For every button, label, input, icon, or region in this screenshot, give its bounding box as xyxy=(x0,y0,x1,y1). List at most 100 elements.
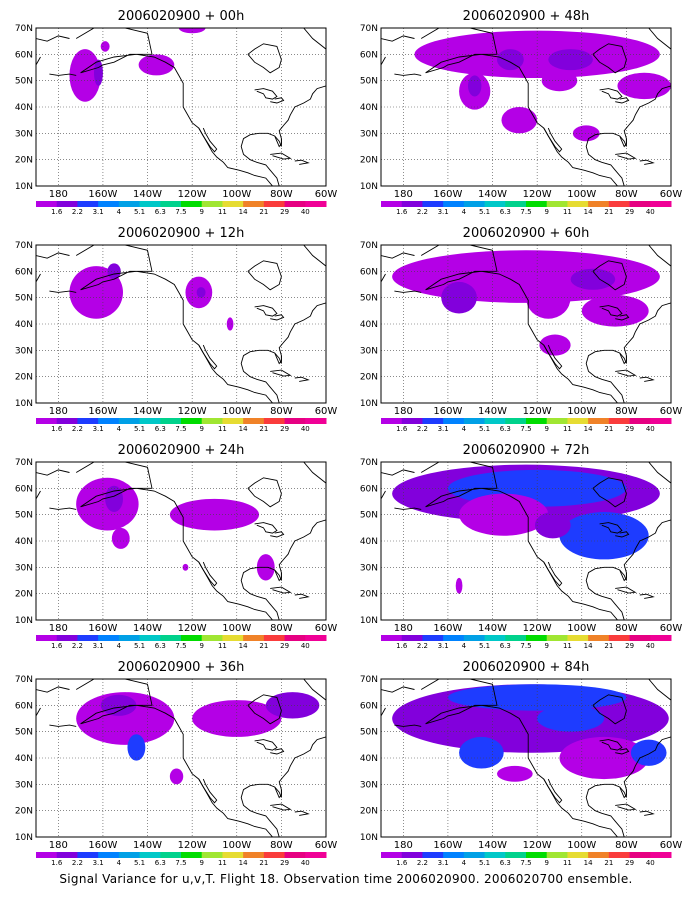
variance-region xyxy=(69,266,123,319)
colorbar-label: 3.1 xyxy=(93,425,104,433)
lon-tick-label: 120W xyxy=(523,623,552,634)
variance-region xyxy=(111,527,130,549)
lon-tick-label: 120W xyxy=(178,623,207,634)
lat-tick-label: 60N xyxy=(15,484,33,494)
lon-tick-label: 80W xyxy=(615,840,638,851)
colorbar-swatch xyxy=(505,852,527,858)
variance-region xyxy=(534,512,571,539)
coastline xyxy=(36,679,326,837)
coastline-segment xyxy=(615,586,637,594)
colorbar-label: 14 xyxy=(239,642,248,650)
lat-tick-label: 10N xyxy=(15,399,33,409)
colorbar-swatch xyxy=(567,201,589,207)
colorbar-swatch xyxy=(505,201,527,207)
colorbar-swatch xyxy=(118,852,141,858)
colorbar-swatch xyxy=(608,635,631,641)
colorbar-swatch xyxy=(526,852,548,858)
lat-tick-label: 50N xyxy=(15,77,33,87)
map-frame xyxy=(35,244,327,404)
lon-tick-label: 160W xyxy=(88,189,117,200)
colorbar-label: 3.1 xyxy=(438,425,449,433)
colorbar-label: 11 xyxy=(218,642,227,650)
colorbar-swatch xyxy=(422,852,444,858)
graticule xyxy=(381,28,671,186)
lat-tick-label: 10N xyxy=(360,833,378,843)
coastline xyxy=(36,28,326,186)
lat-tick-label: 70N xyxy=(360,24,378,34)
variance-region xyxy=(455,577,463,594)
colorbar-swatch xyxy=(546,635,568,641)
variance-region xyxy=(497,49,524,71)
colorbar-label: 40 xyxy=(646,859,655,867)
colorbar-swatch xyxy=(118,635,141,641)
colorbar-swatch xyxy=(401,418,423,424)
panel-title: 2006020900 + 72h xyxy=(463,443,590,458)
coastline-segment xyxy=(648,679,671,701)
variance-region xyxy=(178,28,206,34)
colorbar-swatch xyxy=(284,635,306,641)
colorbar-swatch xyxy=(139,418,161,424)
colorbar-swatch xyxy=(305,852,327,858)
colorbar-label: 2.2 xyxy=(72,859,83,867)
variance-field xyxy=(76,692,320,785)
colorbar-label: 14 xyxy=(239,208,248,216)
colorbar-swatch xyxy=(181,635,203,641)
colorbar-swatch xyxy=(443,418,465,424)
lat-tick-label: 10N xyxy=(15,182,33,192)
colorbar-swatch xyxy=(422,418,444,424)
colorbar-label: 11 xyxy=(563,859,572,867)
coastline-segment xyxy=(36,56,41,66)
colorbar-swatch xyxy=(588,201,610,207)
coastline-segment xyxy=(254,88,278,100)
colorbar-swatch xyxy=(263,418,286,424)
colorbar-label: 6.3 xyxy=(155,208,166,216)
lon-tick-label: 60W xyxy=(660,840,683,851)
map-frame xyxy=(380,27,672,187)
lat-tick-label: 30N xyxy=(360,346,378,356)
colorbar-swatch xyxy=(36,201,58,207)
coastline xyxy=(36,462,326,620)
panel-p12: 2006020900 + 12h 70N 60N 50N 40N 30N 20N 10N 180… xyxy=(0,217,338,433)
variance-region xyxy=(497,765,533,782)
colorbar-swatch xyxy=(484,201,506,207)
lon-tick-label: 160W xyxy=(433,189,462,200)
colorbar-swatch xyxy=(243,635,265,641)
coastline-segment xyxy=(381,490,386,500)
colorbar-swatch xyxy=(36,852,58,858)
coastline-segment xyxy=(639,159,655,165)
map-plot: 2006020900 + 60h 70N 60N 50N 40N 30N 20N 10N 180… xyxy=(360,226,683,433)
lat-tick-label: 10N xyxy=(360,399,378,409)
coastline-segment xyxy=(303,245,326,267)
variance-region xyxy=(468,75,482,97)
lon-tick-label: 80W xyxy=(615,623,638,634)
coastline-segment xyxy=(420,28,619,186)
coastline-segment xyxy=(294,810,310,816)
colorbar-label: 4 xyxy=(462,208,467,216)
variance-region xyxy=(501,107,538,134)
lat-tick-label: 70N xyxy=(360,241,378,251)
coastline-segment xyxy=(381,686,415,693)
lon-tick-label: 160W xyxy=(88,623,117,634)
variance-region xyxy=(548,49,593,71)
variance-region xyxy=(138,54,175,76)
coastline-segment xyxy=(615,748,630,755)
map-plot: 2006020900 + 36h 70N 60N 50N 40N 30N 20N 10N 180… xyxy=(15,660,338,867)
variance-region xyxy=(459,493,549,536)
colorbar-swatch xyxy=(139,635,161,641)
coastline-segment xyxy=(420,679,619,837)
colorbar-swatch xyxy=(139,201,161,207)
lon-tick-label: 80W xyxy=(270,840,293,851)
colorbar-label: 5.1 xyxy=(134,425,145,433)
coastline-segment xyxy=(648,462,671,484)
colorbar-swatch xyxy=(160,635,182,641)
coastline-segment xyxy=(303,28,326,50)
colorbar-swatch xyxy=(443,852,465,858)
lon-tick-label: 100W xyxy=(567,840,596,851)
colorbar-swatch xyxy=(381,201,403,207)
colorbar-label: 14 xyxy=(239,425,248,433)
lat-tick-label: 30N xyxy=(360,563,378,573)
lon-tick-label: 120W xyxy=(178,406,207,417)
colorbar-swatch xyxy=(222,201,244,207)
colorbar-swatch xyxy=(484,418,506,424)
lat-tick-label: 50N xyxy=(360,511,378,521)
